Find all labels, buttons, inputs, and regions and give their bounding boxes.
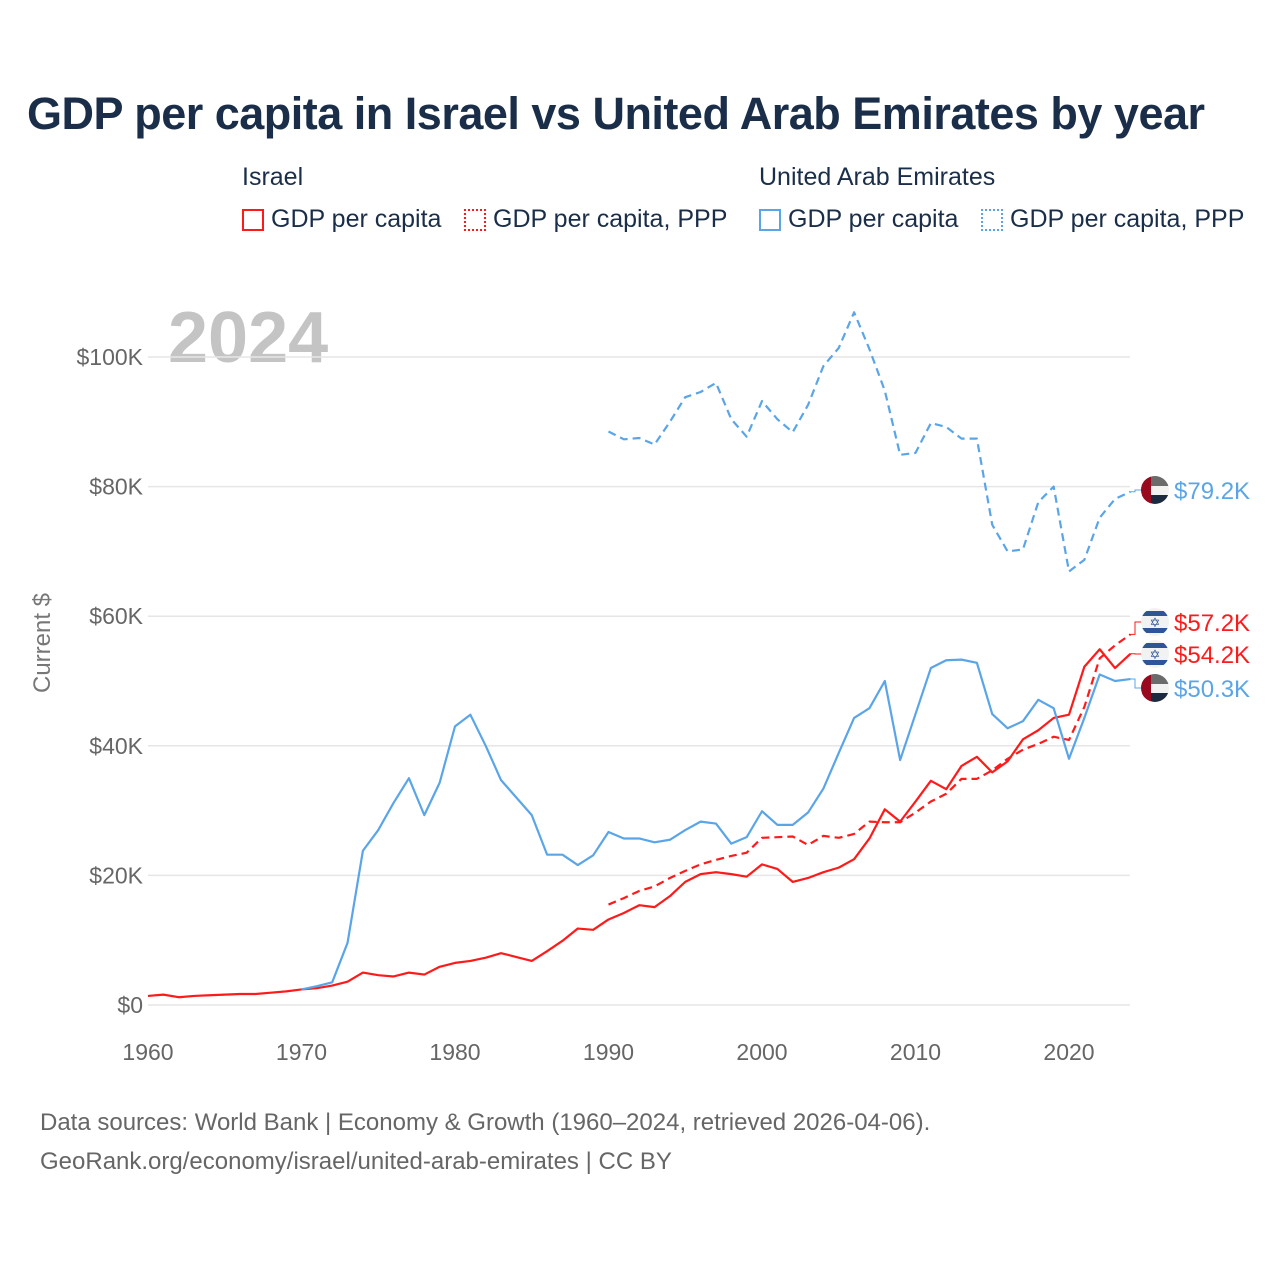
legend-israel-ppp[interactable]: GDP per capita, PPP [464, 205, 727, 234]
series-line-israel-gdp-per-capita-ppp[interactable] [608, 633, 1132, 906]
y-tick-label: $40K [89, 733, 143, 759]
y-tick-label: $20K [89, 862, 143, 888]
end-label-connector [1130, 621, 1142, 635]
y-tick-label: $100K [76, 344, 143, 370]
x-tick-label: 1970 [276, 1039, 327, 1065]
footer-sources: Data sources: World Bank | Economy & Gro… [40, 1109, 931, 1136]
svg-text:✡: ✡ [1150, 647, 1161, 662]
legend-group-uae: United Arab Emirates [759, 163, 996, 191]
end-value-label: $57.2K [1174, 610, 1250, 637]
x-tick-label: 2020 [1043, 1039, 1094, 1065]
legend-label: GDP per capita [788, 205, 959, 233]
end-value-label: $79.2K [1174, 478, 1250, 505]
end-value-label: $54.2K [1174, 642, 1250, 669]
series-line-united-arab-emirates-gdp-per-capita-ppp[interactable] [608, 311, 1131, 573]
footer-link[interactable]: GeoRank.org/economy/israel/united-arab-e… [40, 1148, 672, 1175]
x-tick-label: 2010 [890, 1039, 941, 1065]
y-tick-label: $60K [89, 603, 143, 629]
x-tick-label: 1960 [122, 1039, 173, 1065]
x-tick-label: 2000 [736, 1039, 787, 1065]
legend-group-israel: Israel [242, 163, 304, 191]
legend-swatch-solid [759, 208, 781, 231]
legend-uae-ppp[interactable]: GDP per capita, PPP [981, 205, 1244, 234]
year-watermark: 2024 [168, 298, 328, 378]
legend-uae-gdp[interactable]: GDP per capita [759, 205, 958, 234]
x-tick-label: 1990 [583, 1039, 634, 1065]
y-tick-label: $80K [89, 474, 143, 500]
chart-title: GDP per capita in Israel vs United Arab … [27, 88, 1205, 139]
end-label-connector [1130, 489, 1142, 493]
series-line-united-arab-emirates-gdp-per-capita[interactable] [301, 658, 1131, 991]
legend-swatch-dotted [981, 208, 1003, 231]
uae-flag-icon [1141, 476, 1169, 504]
y-tick-label: $0 [117, 992, 143, 1018]
legend-label: GDP per capita [271, 205, 442, 233]
series-line-israel-gdp-per-capita[interactable] [147, 648, 1132, 999]
svg-text:✡: ✡ [1150, 615, 1161, 630]
end-label-connector [1130, 678, 1142, 689]
legend-israel-gdp[interactable]: GDP per capita [242, 205, 441, 234]
uae-flag-icon [1141, 674, 1169, 702]
y-axis-label: Current $ [29, 593, 56, 693]
legend-label: GDP per capita, PPP [493, 205, 728, 233]
end-value-label: $50.3K [1174, 676, 1250, 703]
legend-swatch-solid [242, 208, 264, 231]
x-tick-label: 1980 [429, 1039, 480, 1065]
israel-flag-icon: ✡ [1141, 640, 1169, 668]
legend-swatch-dotted [464, 208, 486, 231]
legend-label: GDP per capita, PPP [1010, 205, 1245, 233]
israel-flag-icon: ✡ [1141, 608, 1169, 636]
